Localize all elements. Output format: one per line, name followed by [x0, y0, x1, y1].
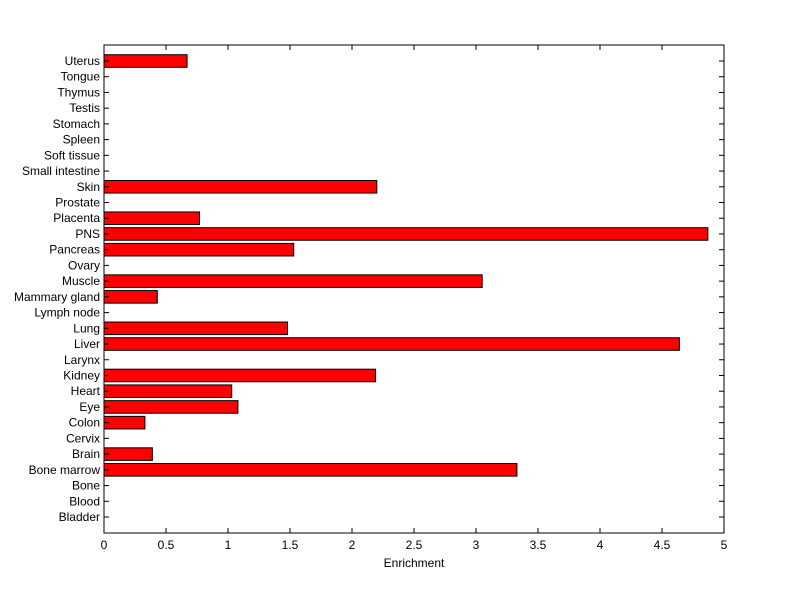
x-tick-label: 4 [597, 538, 604, 552]
y-tick-label: Prostate [55, 196, 100, 210]
y-tick-label: Brain [72, 447, 100, 461]
y-tick-label: Muscle [62, 274, 100, 288]
y-tick-label: Ovary [68, 258, 100, 272]
y-tick-label: Lung [73, 321, 100, 335]
y-tick-label: Thymus [57, 85, 100, 99]
y-tick-label: Cervix [66, 431, 100, 445]
y-tick-label: Mammary gland [14, 290, 100, 304]
bar-liver [103, 337, 680, 351]
bar-muscle [103, 274, 483, 288]
y-tick-label: Soft tissue [44, 148, 100, 162]
bar-brain [103, 447, 153, 461]
y-tick-label: Liver [74, 337, 100, 351]
y-tick-label: Small intestine [22, 164, 100, 178]
x-tick-label: 1 [225, 538, 232, 552]
bar-pns [103, 227, 709, 241]
y-tick-label: Bone marrow [29, 463, 101, 477]
y-tick-label: Larynx [64, 353, 100, 367]
x-tick-label: 1.5 [282, 538, 299, 552]
bar-lung [103, 321, 289, 336]
ticks-layer [103, 45, 725, 533]
plot-frame [103, 44, 725, 534]
y-tick-label: PNS [75, 227, 100, 241]
x-tick-label: 4.5 [654, 538, 671, 552]
x-axis-label: Enrichment [384, 556, 445, 570]
bar-pancreas [103, 242, 295, 257]
y-tick-label: Bone [72, 479, 100, 493]
bars-layer [103, 54, 709, 477]
x-tick-label: 2.5 [406, 538, 423, 552]
y-tick-label: Lymph node [34, 306, 100, 320]
bar-skin [103, 180, 378, 194]
y-tick-label: Skin [77, 180, 100, 194]
y-tick-label: Kidney [63, 368, 100, 382]
bar-bone-marrow [103, 463, 518, 477]
x-tick-label: 0 [101, 538, 108, 552]
x-tick-label: 5 [721, 538, 728, 552]
y-tick-label: Placenta [53, 211, 100, 225]
y-tick-label: Uterus [65, 54, 100, 68]
y-tick-label: Spleen [63, 133, 100, 147]
y-tick-label: Colon [69, 416, 100, 430]
x-tick-label: 3 [473, 538, 480, 552]
bar-mammary-gland [103, 290, 158, 304]
bar-eye [103, 400, 239, 414]
y-tick-label: Testis [69, 101, 100, 115]
bar-uterus [103, 54, 188, 68]
y-tick-label: Blood [69, 494, 100, 508]
y-tick-label: Bladder [59, 510, 100, 524]
x-tick-label: 0.5 [158, 538, 175, 552]
bar-colon [103, 415, 146, 430]
y-tick-label: Tongue [61, 70, 101, 84]
x-tick-label: 2 [349, 538, 356, 552]
x-tick-label: 3.5 [530, 538, 547, 552]
y-tick-label: Heart [71, 384, 101, 398]
x-tick-labels: 0 0.5 1 1.5 2 2.5 3 3.5 4 4.5 5 [101, 538, 728, 552]
bar-placenta [103, 211, 200, 226]
bar-kidney [103, 368, 377, 383]
y-tick-label: Eye [79, 400, 100, 414]
y-tick-label: Stomach [53, 117, 100, 131]
y-tick-label: Pancreas [49, 243, 100, 257]
bar-heart [103, 384, 233, 399]
